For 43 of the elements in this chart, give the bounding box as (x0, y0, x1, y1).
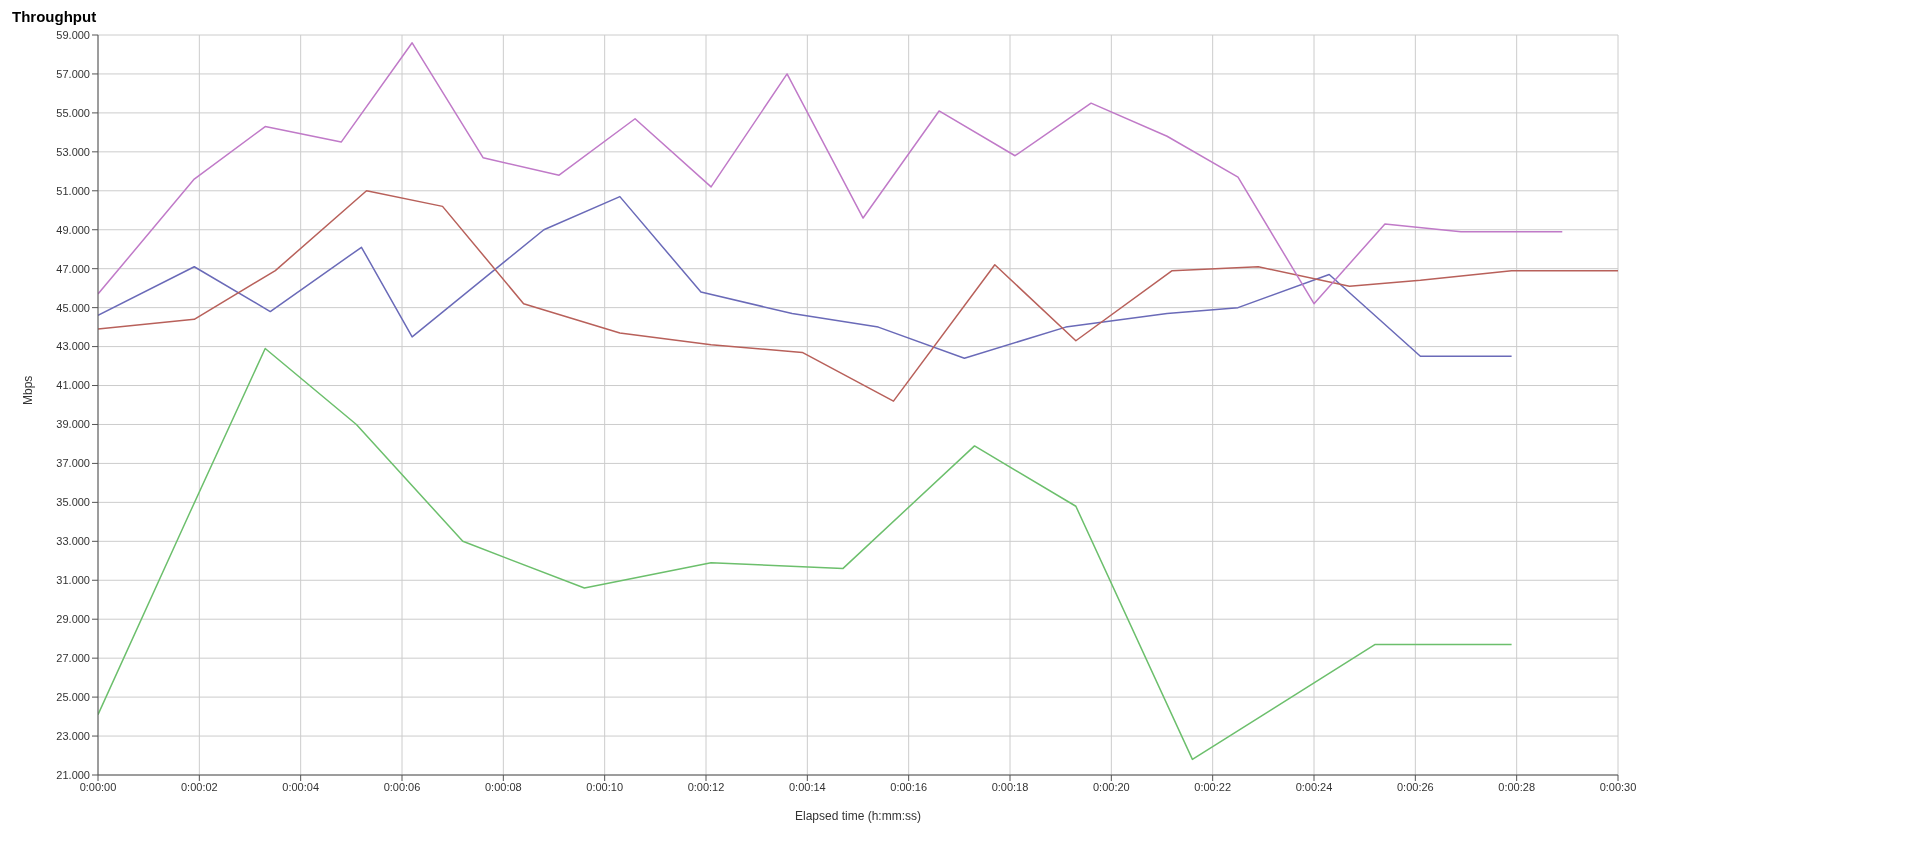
y-tick-label: 41.000 (56, 379, 90, 392)
x-tick-label: 0:00:18 (991, 780, 1029, 793)
x-tick-label: 0:00:04 (282, 780, 320, 793)
x-tick-label: 0:00:02 (180, 780, 218, 793)
line-series (98, 42, 1564, 305)
x-tick-label: 0:00:30 (1599, 780, 1637, 793)
y-tick-label: 59.000 (56, 28, 90, 41)
line-series (98, 195, 1513, 360)
x-tick-label: 0:00:16 (890, 780, 928, 793)
y-tick-label: 43.000 (56, 340, 90, 353)
x-tick-label: 0:00:28 (1498, 780, 1536, 793)
x-tick-label: 0:00:12 (687, 780, 725, 793)
y-tick-label: 53.000 (56, 145, 90, 158)
x-axis-title: Elapsed time (h:mm:ss) (794, 809, 922, 823)
y-tick-label: 25.000 (56, 691, 90, 704)
x-tick-label: 0:00:06 (383, 780, 421, 793)
y-tick-label: 27.000 (56, 652, 90, 665)
y-tick-label: 29.000 (56, 613, 90, 626)
y-tick-label: 35.000 (56, 496, 90, 509)
y-tick-label: 55.000 (56, 106, 90, 119)
y-tick-label: 33.000 (56, 535, 90, 548)
y-tick-label: 21.000 (56, 768, 90, 781)
x-tick-label: 0:00:10 (586, 780, 624, 793)
y-tick-label: 23.000 (56, 729, 90, 742)
x-tick-label: 0:00:00 (79, 780, 117, 793)
line-series (98, 347, 1513, 761)
y-tick-label: 49.000 (56, 223, 90, 236)
y-tick-label: 39.000 (56, 418, 90, 431)
x-tick-label: 0:00:20 (1092, 780, 1130, 793)
y-tick-label: 51.000 (56, 184, 90, 197)
x-tick-label: 0:00:14 (788, 780, 826, 793)
y-tick-label: 45.000 (56, 301, 90, 314)
line-series (98, 190, 1618, 402)
x-tick-label: 0:00:08 (484, 780, 522, 793)
x-tick-label: 0:00:22 (1194, 780, 1232, 793)
y-axis-title: Mbps (21, 375, 36, 405)
x-tick-label: 0:00:24 (1295, 780, 1333, 793)
y-tick-label: 47.000 (56, 262, 90, 275)
y-tick-label: 37.000 (56, 457, 90, 470)
y-tick-label: 57.000 (56, 67, 90, 80)
chart-title: Throughput (11, 8, 98, 25)
x-tick-label: 0:00:26 (1396, 780, 1434, 793)
y-tick-label: 31.000 (56, 574, 90, 587)
